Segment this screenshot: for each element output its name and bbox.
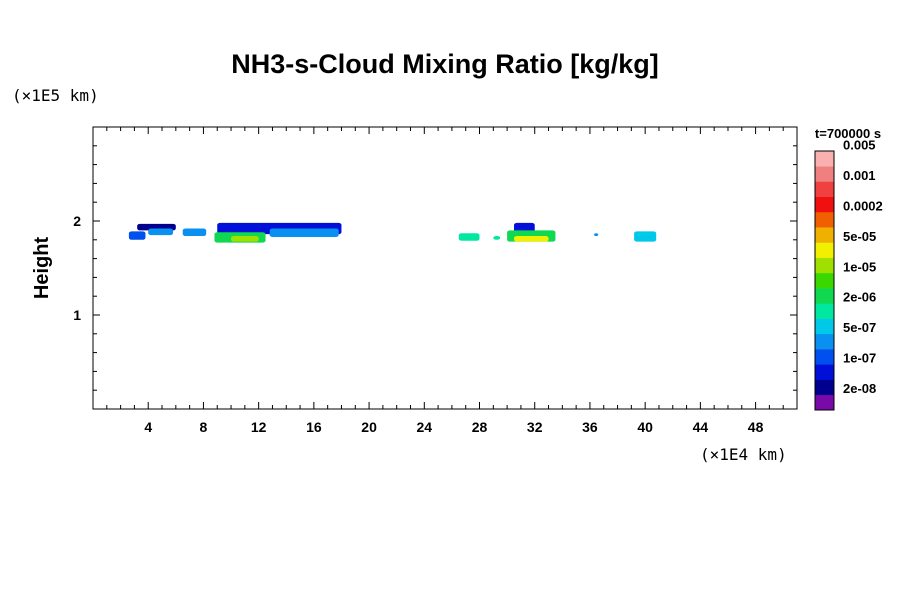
x-scale-label: (×1E4 km) (700, 445, 787, 464)
x-tick-label: 12 (251, 419, 267, 435)
y-axis-label: Height (31, 237, 53, 300)
colorbar-swatch (815, 303, 834, 319)
cloud-blob (269, 228, 339, 237)
y-axis: 12 (73, 145, 797, 391)
colorbar-swatch (815, 288, 834, 304)
y-scale-label: (×1E5 km) (12, 86, 99, 105)
colorbar-swatch (815, 211, 834, 228)
cloud-blob (128, 231, 146, 240)
colorbar-frame (814, 150, 835, 411)
colorbar-swatch (815, 196, 834, 213)
cloud-blob (458, 233, 480, 241)
cloud-blob (514, 236, 549, 242)
plot-area (92, 126, 798, 410)
colorbar-swatch (815, 379, 834, 396)
colorbar-swatch (815, 333, 834, 350)
colorbar-swatch (815, 181, 834, 198)
y-tick-label: 2 (73, 213, 81, 229)
x-tick-label: 44 (693, 419, 709, 435)
colorbar-label: 2e-08 (843, 381, 876, 396)
colorbar: 2e-08 1e-07 5e-07 2e-06 1e-05 5e-05 0.0002 0.00… (814, 137, 883, 411)
cloud-blob (182, 228, 207, 237)
colorbar-label: 1e-07 (843, 351, 876, 366)
colorbar-swatch (815, 318, 834, 335)
colorbar-label: 0.001 (843, 168, 876, 183)
cloud-blob (231, 236, 259, 242)
colorbar-swatch (815, 257, 834, 274)
x-tick-label: 20 (361, 419, 377, 435)
chart-title: NH3-s-Cloud Mixing Ratio [kg/kg] (231, 49, 659, 79)
x-tick-label: 48 (748, 419, 764, 435)
colorbar-label: 0.005 (843, 137, 876, 152)
y-tick-label: 1 (73, 307, 81, 323)
colorbar-label: 2e-06 (843, 290, 876, 305)
colorbar-swatch (815, 394, 834, 411)
colorbar-swatch (815, 364, 834, 380)
x-tick-label: 40 (637, 419, 653, 435)
x-tick-label: 8 (200, 419, 208, 435)
plot-frame (92, 126, 798, 410)
cloud-blob (148, 228, 174, 236)
x-tick-label: 36 (582, 419, 598, 435)
x-tick-label: 32 (527, 419, 543, 435)
time-label: t=700000 s (815, 126, 881, 141)
colorbar-swatch (815, 227, 834, 243)
x-tick-label: 4 (144, 419, 152, 435)
x-tick-label: 16 (306, 419, 322, 435)
colorbar-swatch (815, 242, 834, 258)
colorbar-swatch (815, 349, 834, 365)
colorbar-swatch (815, 272, 834, 289)
x-axis: 4 8 12 16 20 24 28 32 36 40 44 48 (106, 127, 784, 435)
colorbar-swatch (815, 166, 834, 182)
cloud-blob (634, 231, 657, 242)
cloud-blob (493, 236, 501, 240)
x-tick-label: 28 (472, 419, 488, 435)
colorbar-label: 5e-07 (843, 320, 876, 335)
colorbar-label: 0.0002 (843, 198, 883, 213)
colorbar-swatch (815, 151, 834, 167)
x-tick-label: 24 (417, 419, 433, 435)
cloud-blob (594, 233, 599, 237)
colorbar-label: 5e-05 (843, 229, 876, 244)
colorbar-label: 1e-05 (843, 259, 876, 274)
